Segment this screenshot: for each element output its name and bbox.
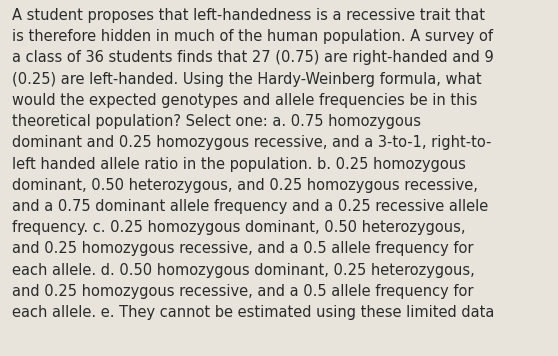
Text: A student proposes that left-handedness is a recessive trait that
is therefore h: A student proposes that left-handedness …	[12, 8, 494, 320]
